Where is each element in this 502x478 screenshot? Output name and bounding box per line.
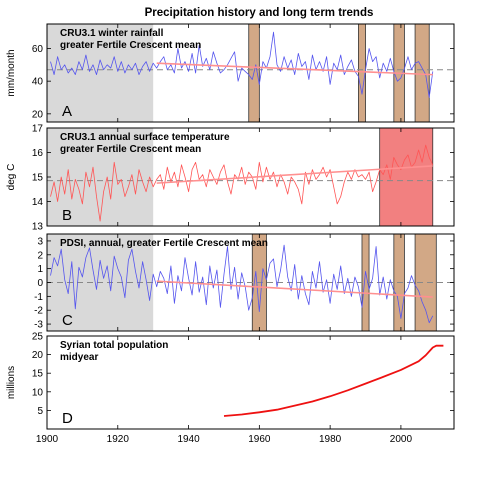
pdsi-ytick-label: 0: [37, 278, 43, 289]
rain-frame: [46, 23, 455, 123]
pdsi-ytick-label: -2: [34, 306, 43, 317]
rain-ytick-label: 40: [32, 77, 44, 88]
population-ytick-label: 15: [32, 369, 44, 380]
rain-series-line: [50, 31, 434, 98]
rain-panel-text: CRU3.1 winter rainfall: [60, 28, 164, 39]
temp-trend-line: [156, 165, 433, 184]
pdsi-trend-line: [156, 280, 433, 298]
pdsi-panel-letter: C: [62, 312, 73, 329]
pdsi-series-line: [50, 244, 434, 324]
temp-panel: 13 14 15 16 17 deg C CRU3.1 annual surface tem…: [6, 124, 455, 233]
population-frame: [46, 335, 455, 430]
temp-ytick-label: 13: [32, 222, 44, 233]
population-xtick-label: 2000: [390, 434, 413, 445]
temp-ytick-label: 14: [32, 197, 44, 208]
population-xtick-label: 1980: [319, 434, 342, 445]
rain-panel: 20 40 60 mm/month CRU3.1 winter rainfallgrea…: [6, 23, 455, 123]
temp-ytick-label: 16: [32, 148, 44, 159]
rain-pre-period-shade: [47, 24, 154, 122]
pdsi-ytick-label: 2: [37, 250, 43, 261]
population-xtick-label: 1940: [177, 434, 200, 445]
figure-title: Precipitation history and long term tren…: [145, 7, 374, 19]
population-ytick-label: 10: [32, 387, 44, 398]
population-ytick-label: 5: [37, 406, 43, 417]
rain-trend-line: [156, 62, 433, 76]
temp-ytick-label: 15: [32, 173, 44, 184]
rain-ytick-label: 60: [32, 44, 44, 55]
rain-band-1: [358, 23, 366, 123]
population-ytick-label: 20: [32, 350, 44, 361]
temp-panel-text: greater Fertile Crescent mean: [60, 144, 201, 155]
temp-ytick-label: 17: [32, 124, 44, 135]
rain-ytick-label: 20: [32, 109, 44, 120]
pdsi-ytick-label: 1: [37, 264, 43, 275]
temp-pre-period-shade: [47, 128, 154, 226]
population-panel-text: midyear: [60, 352, 98, 363]
population-series-line: [223, 344, 444, 417]
temp-ylabel: deg C: [6, 164, 17, 191]
temp-panel-text: CRU3.1 annual surface temperature: [60, 132, 230, 143]
rain-panel-text: greater Fertile Crescent mean: [60, 40, 201, 51]
pdsi-ytick-label: -1: [34, 292, 43, 303]
temp-series-line: [50, 144, 434, 222]
rain-band-3: [414, 23, 430, 123]
population-xtick-label: 1920: [107, 434, 130, 445]
population-panel: 5 10 15 20 25 1900 1920 1940 1960 1980 2000 million…: [6, 332, 455, 445]
population-xtick-label: 1960: [248, 434, 271, 445]
population-panel-text: Syrian total population: [60, 340, 168, 351]
pdsi-ytick-label: -3: [34, 320, 43, 331]
pdsi-ytick-label: 3: [37, 236, 43, 247]
population-ytick-label: 25: [32, 332, 44, 343]
population-xtick-label: 1900: [36, 434, 59, 445]
temp-panel-letter: B: [62, 207, 72, 224]
pdsi-panel: -3 -2 -1 0 1 2 3 PDSI, annual, greater Fertile …: [34, 233, 455, 332]
rain-ylabel: mm/month: [6, 49, 17, 96]
rain-panel-letter: A: [62, 103, 72, 120]
population-panel-letter: D: [62, 410, 73, 427]
temp-band-0: [379, 127, 434, 227]
population-ylabel: millions: [6, 366, 17, 399]
pdsi-panel-text: PDSI, annual, greater Fertile Crescent m…: [60, 238, 268, 249]
